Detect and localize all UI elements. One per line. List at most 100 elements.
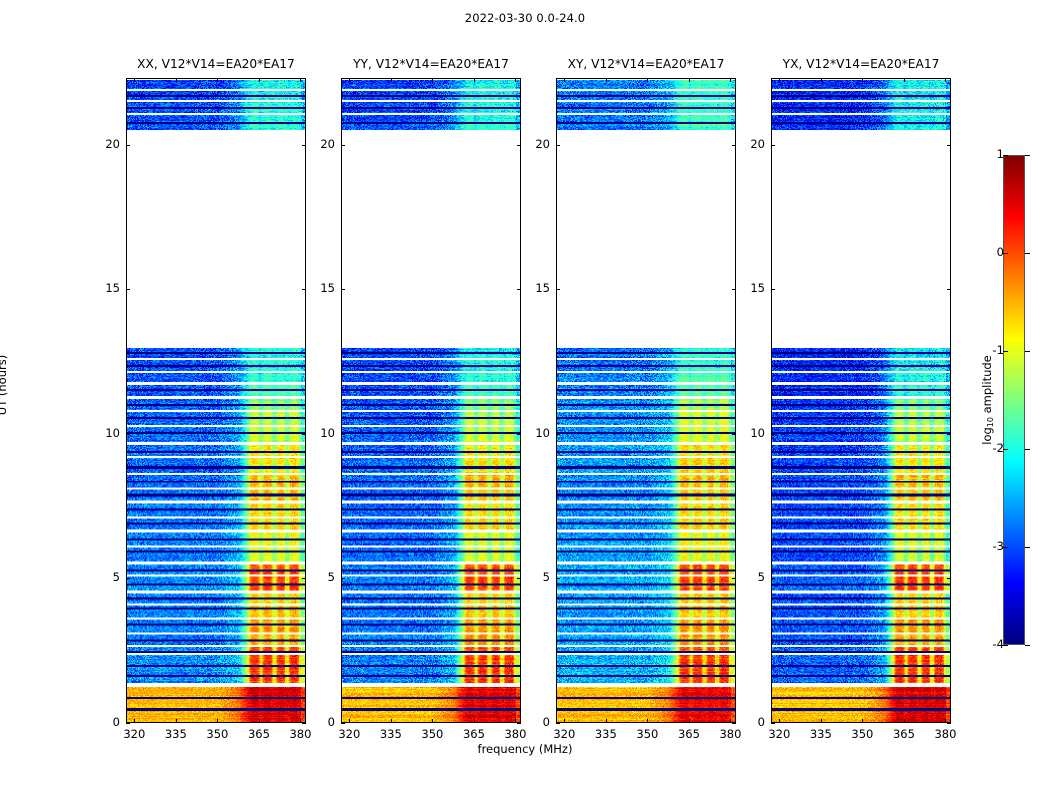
figure-suptitle: 2022-03-30 0.0-24.0: [464, 11, 586, 25]
colorbar-tick-label: -1: [992, 343, 1004, 357]
y-tick: [556, 144, 560, 146]
x-tick: [217, 719, 219, 723]
y-tick-label: 0: [327, 715, 335, 729]
y-tick-right: [517, 578, 521, 580]
x-tick-label: 335: [379, 727, 402, 741]
heatmap-panel-yy[interactable]: [341, 78, 521, 723]
colorbar-gradient: [1004, 156, 1024, 644]
x-tick: [820, 719, 822, 723]
y-tick-label: 5: [757, 570, 765, 585]
colorbar-title: log10 amplitude: [980, 355, 995, 445]
x-tick-top: [945, 78, 947, 82]
colorbar-tick-left: [1003, 253, 1008, 254]
y-tick-label: 20: [535, 136, 550, 151]
y-tick-right: [302, 723, 306, 724]
x-tick-label: 335: [594, 727, 617, 741]
colorbar-tick-left: [1003, 449, 1008, 450]
y-tick-label: 0: [112, 715, 120, 729]
colorbar-title-base: log: [980, 427, 994, 445]
y-tick: [556, 578, 560, 580]
x-axis-title: frequency (MHz): [477, 742, 573, 756]
colorbar-tick-left: [1003, 547, 1008, 548]
heatmap-canvas-wrap-xx: [127, 79, 305, 722]
x-tick: [903, 719, 905, 723]
y-tick: [126, 144, 130, 146]
y-tick-right: [947, 289, 951, 291]
heatmap-image-xx: [127, 79, 305, 722]
y-tick: [341, 433, 345, 435]
y-tick-label: 5: [542, 570, 550, 585]
x-tick-top: [258, 78, 260, 82]
heatmap-panel-yx[interactable]: [771, 78, 951, 723]
x-tick: [473, 719, 475, 723]
colorbar-tick: [1025, 547, 1030, 548]
x-tick-label: 350: [206, 727, 229, 741]
colorbar-tick-left: [1003, 351, 1008, 352]
colorbar-tick: [1025, 449, 1030, 450]
x-tick: [515, 719, 517, 723]
x-tick-top: [820, 78, 822, 82]
x-tick: [779, 719, 781, 723]
colorbar-tick-label: -2: [992, 441, 1004, 455]
x-tick-top: [390, 78, 392, 82]
y-tick-right: [517, 289, 521, 291]
x-tick-top: [903, 78, 905, 82]
y-tick: [341, 578, 345, 580]
colorbar-title-subscript: 10: [986, 417, 995, 428]
y-tick-label: 10: [105, 425, 120, 440]
x-tick-top: [432, 78, 434, 82]
x-tick: [432, 719, 434, 723]
y-tick-label: 20: [105, 136, 120, 151]
y-tick-right: [302, 433, 306, 435]
x-tick-top: [779, 78, 781, 82]
x-tick-label: 380: [289, 727, 312, 741]
x-tick-label: 380: [934, 727, 957, 741]
y-tick-label: 5: [112, 570, 120, 585]
y-tick-label: 20: [750, 136, 765, 151]
y-tick-label: 0: [757, 715, 765, 729]
colorbar-tick-left: [1003, 645, 1008, 646]
y-tick: [126, 578, 130, 580]
panel-title-yx: YX, V12*V14=EA20*EA17: [782, 57, 940, 71]
y-tick-right: [517, 144, 521, 146]
colorbar-tick-label: 0: [996, 245, 1004, 259]
x-tick-label: 320: [768, 727, 791, 741]
y-tick-right: [947, 433, 951, 435]
y-tick-right: [732, 433, 736, 435]
heatmap-panel-xy[interactable]: [556, 78, 736, 723]
y-tick-label: 20: [320, 136, 335, 151]
y-tick-label: 10: [535, 425, 550, 440]
y-tick: [341, 144, 345, 146]
colorbar-tick: [1025, 351, 1030, 352]
x-tick-top: [564, 78, 566, 82]
y-tick-label: 15: [750, 281, 765, 296]
x-tick-label: 335: [809, 727, 832, 741]
heatmap-image-yx: [772, 79, 950, 722]
colorbar-tick: [1025, 253, 1030, 254]
y-tick-label: 0: [542, 715, 550, 729]
colorbar-title-tail: amplitude: [980, 355, 994, 418]
x-tick-label: 350: [851, 727, 874, 741]
y-tick: [126, 289, 130, 291]
colorbar-tick-label: -4: [992, 637, 1004, 651]
y-tick-label: 10: [750, 425, 765, 440]
x-tick: [390, 719, 392, 723]
y-tick-label: 5: [327, 570, 335, 585]
y-tick: [771, 723, 775, 724]
y-tick-label: 15: [320, 281, 335, 296]
colorbar: [1003, 155, 1025, 645]
x-tick-top: [300, 78, 302, 82]
colorbar-tick-left: [1003, 155, 1008, 156]
x-tick-top: [647, 78, 649, 82]
colorbar-tick-label: 1: [996, 147, 1004, 161]
y-tick: [341, 289, 345, 291]
heatmap-panel-xx[interactable]: [126, 78, 306, 723]
x-tick-label: 365: [247, 727, 270, 741]
x-tick: [564, 719, 566, 723]
x-tick: [134, 719, 136, 723]
heatmap-image-xy: [557, 79, 735, 722]
y-tick-right: [732, 578, 736, 580]
y-tick-right: [947, 578, 951, 580]
heatmap-canvas-wrap-yx: [772, 79, 950, 722]
x-tick-label: 365: [677, 727, 700, 741]
